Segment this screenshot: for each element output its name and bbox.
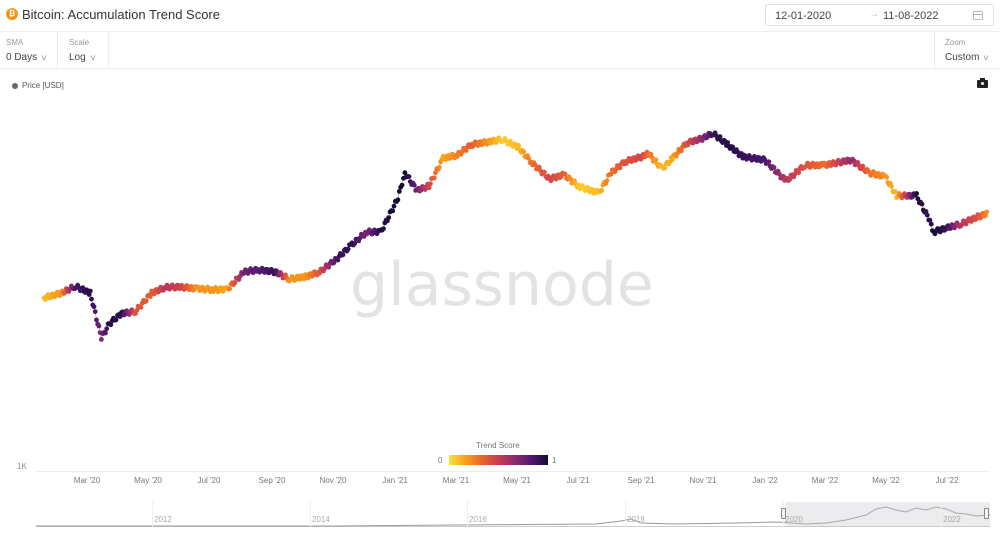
- x-tick-label: Nov '20: [319, 476, 347, 485]
- chevron-down-icon: ∨: [40, 53, 48, 62]
- chevron-down-icon: ∨: [88, 53, 97, 62]
- sma-label: SMA: [6, 38, 24, 47]
- legend-marker: [12, 82, 18, 89]
- scale-value[interactable]: Log: [69, 52, 86, 63]
- date-range-picker[interactable]: 12-01-2020 → 11-08-2022: [765, 4, 994, 26]
- x-tick-label: May '22: [872, 476, 900, 485]
- colorbar-title: Trend Score: [476, 441, 520, 450]
- zoom-value[interactable]: Custom: [945, 52, 980, 63]
- navigator-year: 2016: [469, 515, 487, 524]
- y-tick-label: 1K: [17, 462, 27, 471]
- sma-value[interactable]: 0 Days: [6, 52, 38, 63]
- navigator-year: 2020: [785, 515, 803, 524]
- colorbar-max-label: 1: [552, 456, 557, 465]
- navigator-year: 2012: [154, 515, 172, 524]
- navigator-year: 2022: [943, 515, 961, 524]
- date-from-input[interactable]: 12-01-2020: [775, 10, 832, 22]
- navigator-right-handle[interactable]: [984, 508, 989, 519]
- date-to-input[interactable]: 11-08-2022: [883, 10, 939, 22]
- chart-toolbar: SMA 0 Days ∨ Scale Log ∨ Zoom Custom ∨: [0, 31, 1000, 69]
- chart-header: ₿ Bitcoin: Accumulation Trend Score 12-0…: [0, 0, 1000, 30]
- x-tick-label: Mar '22: [811, 476, 839, 485]
- calendar-icon[interactable]: [973, 11, 983, 20]
- x-tick-label: May '21: [503, 476, 531, 485]
- range-navigator[interactable]: 2012 2014 2016 2018 2020 2022: [36, 502, 990, 527]
- x-tick-label: Jan '22: [752, 476, 778, 485]
- scale-dropdown[interactable]: Scale Log ∨: [58, 32, 109, 69]
- colorbar-min-label: 0: [438, 456, 443, 465]
- chevron-down-icon: ∨: [982, 53, 991, 62]
- navigator-selection[interactable]: [785, 502, 990, 527]
- navigator-year: 2014: [312, 515, 330, 524]
- navigator-gridline: [467, 502, 468, 527]
- x-tick-label: Sep '20: [258, 476, 286, 485]
- navigator-gridline: [625, 502, 626, 527]
- colorbar-gradient: [449, 455, 548, 465]
- x-tick-label: Jul '21: [566, 476, 590, 485]
- camera-icon[interactable]: [977, 78, 988, 88]
- x-axis-line: [36, 471, 990, 472]
- legend-label: Price [USD]: [22, 81, 64, 90]
- navigator-left-handle[interactable]: [781, 508, 786, 519]
- x-tick-label: Jul '22: [935, 476, 959, 485]
- zoom-label: Zoom: [945, 38, 966, 47]
- bitcoin-icon: ₿: [6, 8, 18, 20]
- scale-label: Scale: [69, 38, 90, 47]
- navigator-year: 2018: [627, 515, 645, 524]
- sma-dropdown[interactable]: SMA 0 Days ∨: [0, 32, 58, 69]
- arrow-right-icon: →: [869, 9, 879, 20]
- navigator-gridline: [941, 502, 942, 527]
- x-tick-label: Jul '20: [197, 476, 221, 485]
- zoom-dropdown[interactable]: Zoom Custom ∨: [934, 32, 1000, 69]
- chart-title: Bitcoin: Accumulation Trend Score: [22, 7, 220, 22]
- x-tick-label: Jan '21: [382, 476, 408, 485]
- x-tick-label: May '20: [134, 476, 162, 485]
- x-tick-label: Nov '21: [689, 476, 717, 485]
- navigator-gridline: [310, 502, 311, 527]
- x-tick-label: Mar '20: [73, 476, 101, 485]
- x-tick-label: Sep '21: [627, 476, 655, 485]
- series-legend[interactable]: Price [USD]: [12, 81, 64, 90]
- watermark: glassnode: [350, 250, 654, 320]
- x-tick-label: Mar '21: [442, 476, 470, 485]
- navigator-gridline: [152, 502, 153, 527]
- navigator-sparkline: [36, 506, 990, 527]
